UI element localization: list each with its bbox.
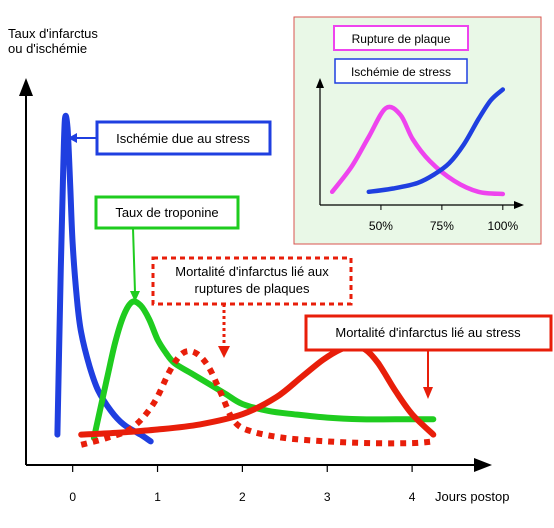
inset-legend-box-plaque [333,25,469,51]
x-tick-label: 4 [409,490,416,504]
inset-series-line-0 [329,104,506,197]
annotation-stress-mortality: Mortalité d'infarctus lié au stress [335,325,521,340]
x-tick-group: 0 1 2 3 4 [69,465,416,504]
inset-x-tick-label: 50% [369,219,393,233]
x-axis-arrowhead [474,458,492,472]
inset-series-group [329,87,506,197]
inset-x-tick-label: 100% [487,219,518,233]
x-tick-label: 2 [239,490,246,504]
series-line-1 [90,298,437,441]
annotation-box-stress-ischemia [95,120,272,156]
annotation-box-plaque-rupture [151,256,353,306]
inset-x-axis-arrowhead [514,201,524,209]
annotation-arrowhead-plaque-rupture [218,346,230,358]
series-group [54,112,437,448]
annotation-arrowhead-troponin [130,291,140,302]
annotation-box-troponin [94,195,240,230]
inset-series-line-1 [366,87,506,195]
inset-y-axis-arrowhead [316,78,324,88]
y-axis-label-line2: ou d'ischémie [8,41,87,56]
series-line-3 [78,343,437,438]
inset-legend-stress: Ischémie de stress [351,65,451,79]
annotation-arrowhead-stress-mortality [423,387,433,399]
annotation-arrow-troponin [132,227,136,293]
y-axis-label-line1: Taux d'infarctus [8,26,98,41]
x-axis-label: Jours postop [435,489,509,504]
annotation-troponin: Taux de troponine [115,205,218,220]
inset-panel [293,16,542,245]
annotation-stress-ischemia: Ischémie due au stress [116,131,250,146]
annotation-arrowhead-stress-ischemia [68,133,77,143]
inset-legend-box-stress [334,58,468,84]
x-tick-label: 3 [324,490,331,504]
x-tick-label: 0 [69,490,76,504]
x-tick-label: 1 [154,490,161,504]
inset-legend-plaque: Rupture de plaque [352,32,451,46]
series-line-0 [54,112,154,445]
inset-x-tick-group: 50% 75% 100% [369,205,518,233]
y-axis-arrowhead [19,78,33,96]
annotation-plaque-rupture-wrap: Mortalité d'infarctus lié aux ruptures d… [175,264,329,296]
inset-x-tick-label: 75% [430,219,454,233]
annotation-plaque-rupture: Mortalité d'infarctus lié aux ruptures d… [175,264,329,296]
